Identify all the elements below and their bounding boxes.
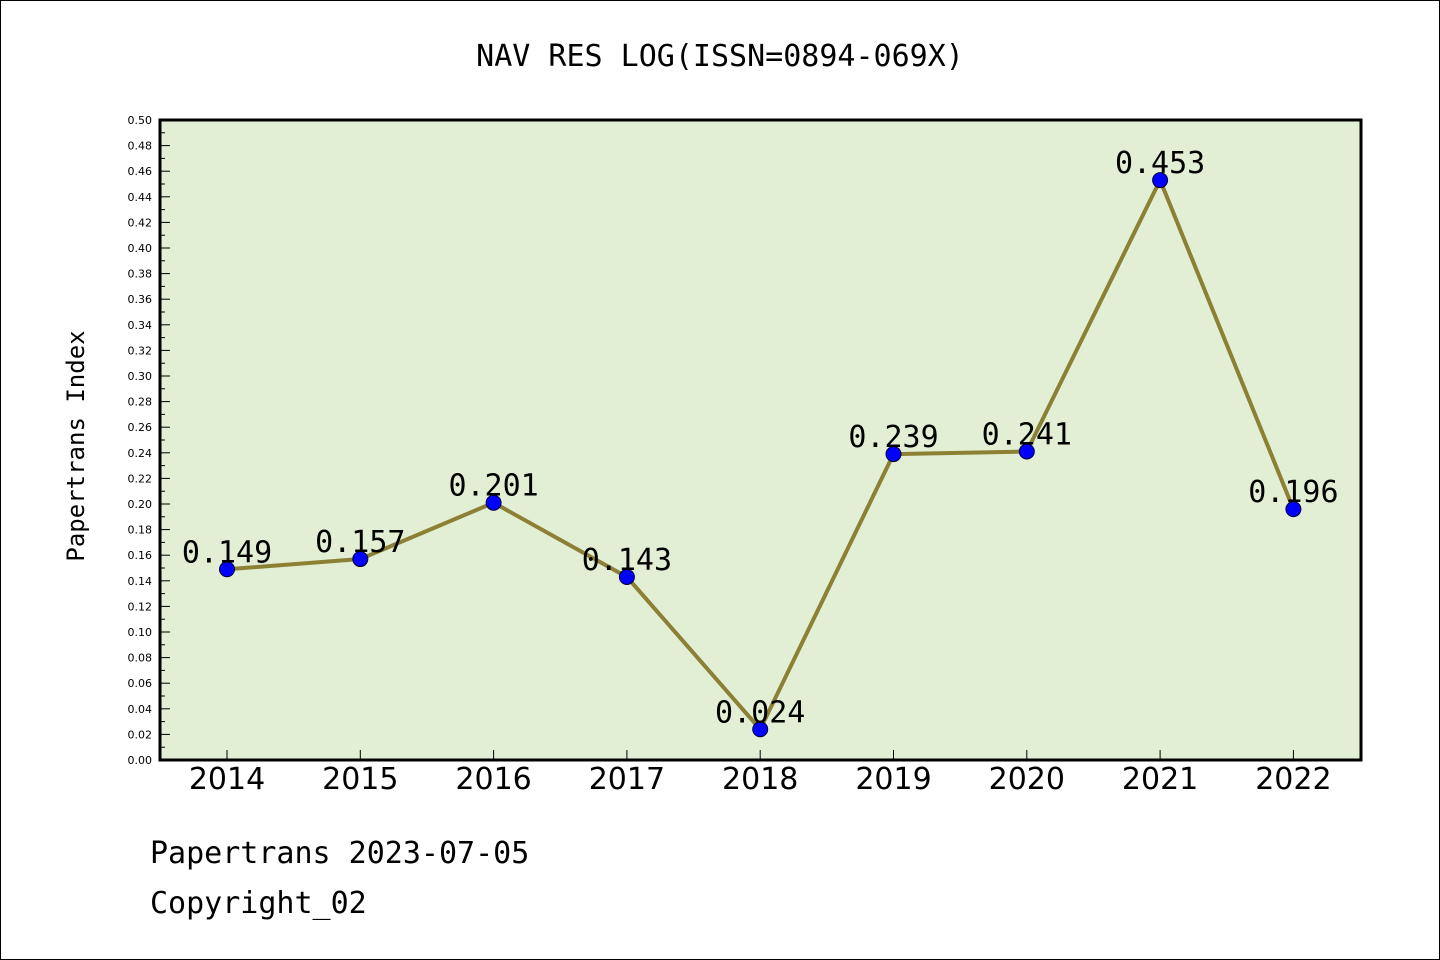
y-tick-label: 0.00 bbox=[128, 754, 153, 767]
y-tick-label: 0.42 bbox=[128, 216, 153, 229]
x-tick-label: 2021 bbox=[1122, 762, 1198, 797]
y-tick-label: 0.14 bbox=[128, 575, 153, 588]
y-tick-label: 0.02 bbox=[128, 728, 153, 741]
y-tick-label: 0.32 bbox=[128, 344, 153, 357]
data-point bbox=[352, 551, 369, 568]
y-tick-label: 0.34 bbox=[128, 319, 153, 332]
data-label: 0.453 bbox=[1115, 146, 1205, 181]
y-tick-label: 0.28 bbox=[128, 396, 153, 409]
footer-copyright: Copyright_02 bbox=[150, 886, 367, 921]
data-point bbox=[618, 568, 635, 585]
data-point bbox=[1285, 501, 1302, 518]
data-labels: 0.149 0.157 0.201 0.143 0.024 0.239 0.241 0.453… bbox=[182, 146, 1339, 730]
x-tick-label: 2014 bbox=[189, 762, 265, 797]
y-tick-label: 0.50 bbox=[128, 114, 153, 127]
data-label: 0.241 bbox=[982, 418, 1072, 453]
data-label: 0.024 bbox=[715, 695, 805, 730]
data-label: 0.143 bbox=[582, 543, 672, 578]
data-label: 0.201 bbox=[448, 469, 538, 504]
y-tick-label: 0.38 bbox=[128, 268, 153, 281]
data-point bbox=[1018, 443, 1035, 460]
x-tick-label: 2015 bbox=[322, 762, 398, 797]
data-label: 0.157 bbox=[315, 525, 405, 560]
data-label: 0.196 bbox=[1248, 475, 1338, 510]
x-tick-label: 2019 bbox=[855, 762, 931, 797]
y-axis: 0.00 0.02 0.04 0.06 0.08 0.10 0.12 0.14 0.16 0.18… bbox=[128, 114, 170, 767]
y-tick-label: 0.22 bbox=[128, 472, 153, 485]
data-point bbox=[885, 446, 902, 463]
x-tick-label: 2016 bbox=[455, 762, 531, 797]
y-tick-label: 0.12 bbox=[128, 600, 153, 613]
y-tick-label: 0.36 bbox=[128, 293, 153, 306]
y-tick-label: 0.24 bbox=[128, 447, 153, 460]
x-tick-label: 2018 bbox=[722, 762, 798, 797]
y-tick-label: 0.06 bbox=[128, 677, 153, 690]
data-label: 0.239 bbox=[848, 420, 938, 455]
y-tick-label: 0.18 bbox=[128, 524, 153, 537]
data-point bbox=[752, 721, 769, 738]
y-tick-label: 0.10 bbox=[128, 626, 153, 639]
plot-area bbox=[158, 118, 1363, 762]
y-tick-label: 0.26 bbox=[128, 421, 153, 434]
y-tick-label: 0.04 bbox=[128, 703, 153, 716]
y-tick-label: 0.44 bbox=[128, 191, 153, 204]
x-tick-label: 2017 bbox=[589, 762, 665, 797]
y-tick-label: 0.16 bbox=[128, 549, 153, 562]
y-tick-label: 0.48 bbox=[128, 140, 153, 153]
x-tick-label: 2020 bbox=[989, 762, 1065, 797]
x-tick-label: 2022 bbox=[1255, 762, 1331, 797]
chart-title: NAV RES LOG(ISSN=0894-069X) bbox=[476, 39, 964, 74]
y-tick-label: 0.40 bbox=[128, 242, 153, 255]
series-points bbox=[219, 172, 1302, 738]
data-label: 0.149 bbox=[182, 535, 272, 570]
footer-date: Papertrans 2023-07-05 bbox=[150, 836, 530, 871]
y-axis-label: Papertrans Index bbox=[62, 330, 90, 561]
y-tick-label: 0.30 bbox=[128, 370, 153, 383]
data-point bbox=[1152, 172, 1169, 189]
y-tick-label: 0.08 bbox=[128, 652, 153, 665]
x-axis: 2014 2015 2016 2017 2018 2019 2020 2021 2022 bbox=[189, 750, 1332, 797]
y-tick-label: 0.20 bbox=[128, 498, 153, 511]
y-tick-label: 0.46 bbox=[128, 165, 153, 178]
data-point bbox=[219, 561, 235, 578]
data-point bbox=[485, 494, 502, 511]
